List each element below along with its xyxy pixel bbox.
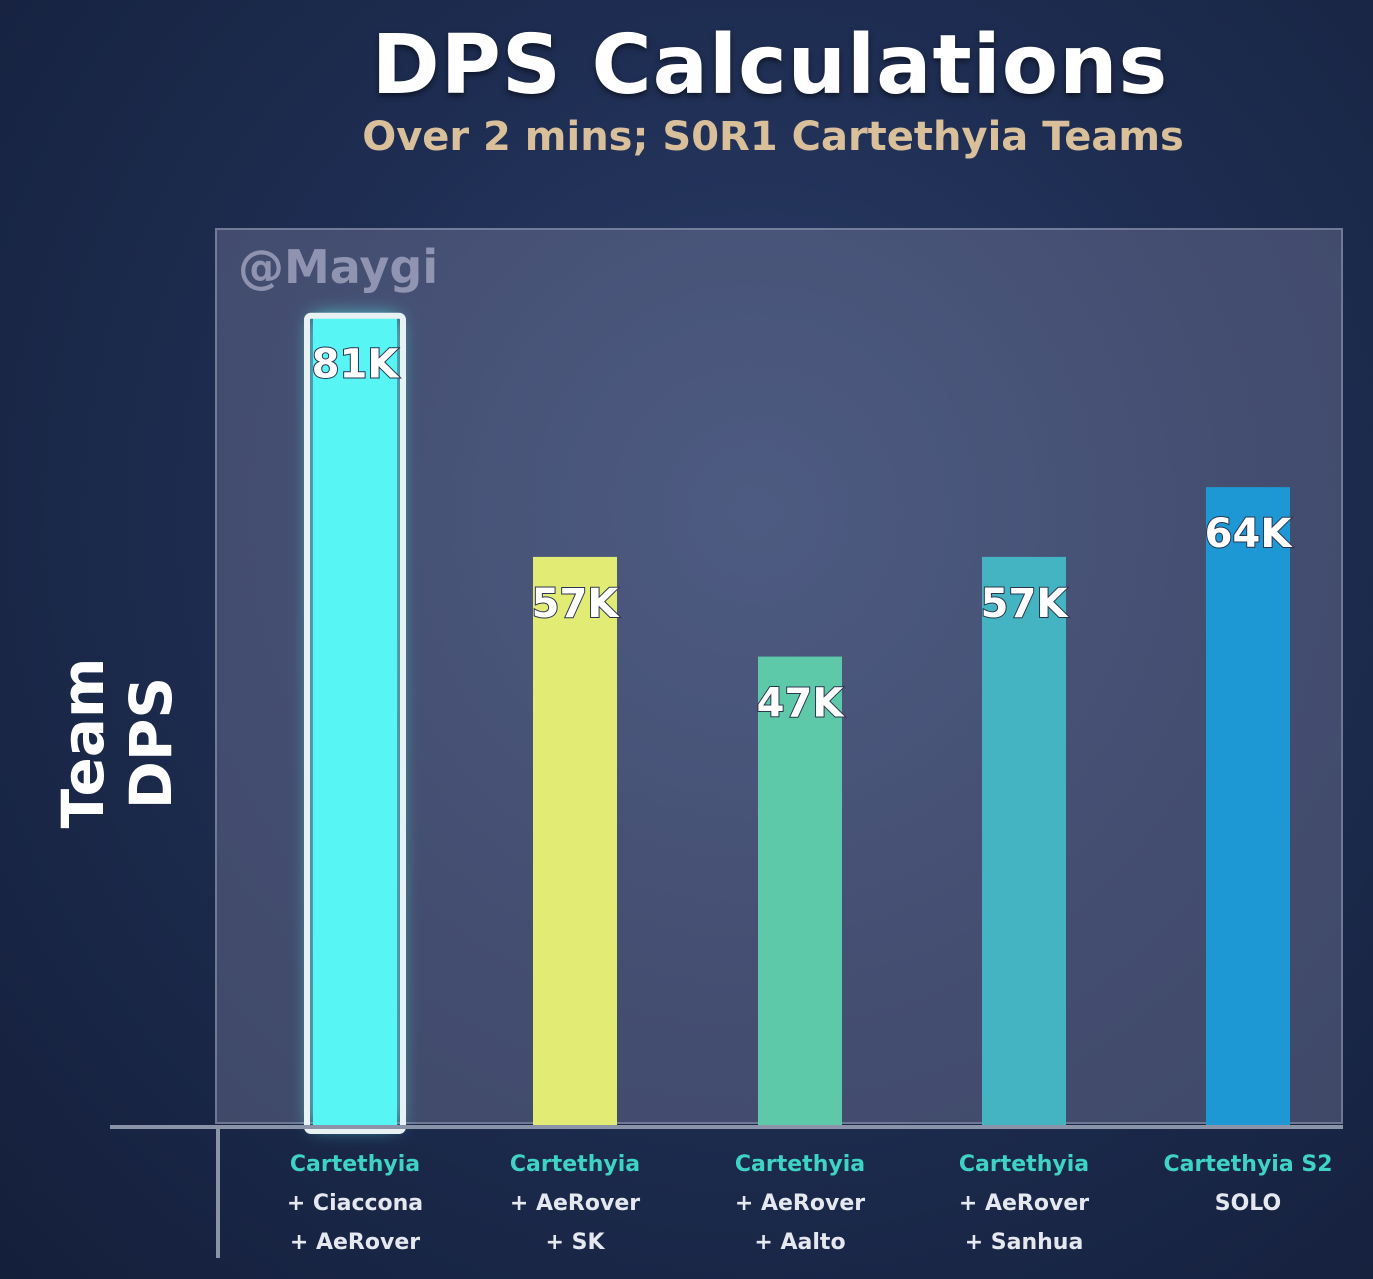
x-axis-labels: Cartethyia + Ciaccona + AeRover Cartethyia +… bbox=[0, 1145, 1373, 1275]
x-tick-label-line-3 bbox=[1138, 1223, 1358, 1262]
bar-3 bbox=[758, 656, 842, 1125]
data-label-4: 57K bbox=[981, 581, 1070, 627]
chart-title: DPS Calculations bbox=[371, 18, 1169, 113]
x-tick-label-line-3: + AeRover bbox=[289, 1230, 421, 1255]
x-tick-label-5: Cartethyia S2 SOLO bbox=[1138, 1145, 1358, 1262]
data-label-2: 57K bbox=[532, 581, 621, 627]
chart-subtitle: Over 2 mins; S0R1 Cartethyia Teams bbox=[362, 114, 1184, 160]
data-label-3: 47K bbox=[757, 681, 846, 727]
x-tick-label-line-1: Cartethyia S2 bbox=[1163, 1152, 1333, 1177]
x-tick-label-line-1: Cartethyia bbox=[958, 1152, 1090, 1177]
data-label-5: 64K bbox=[1205, 511, 1294, 557]
x-tick-label-2: Cartethyia + AeRover + SK bbox=[465, 1145, 685, 1262]
bar-highlight-outline bbox=[304, 312, 406, 1134]
x-tick-label-line-2: + AeRover bbox=[734, 1191, 866, 1216]
x-tick-label-line-3: + Sanhua bbox=[964, 1230, 1084, 1255]
x-tick-label-line-2: + AeRover bbox=[509, 1191, 641, 1216]
x-tick-label-1: Cartethyia + Ciaccona + AeRover bbox=[245, 1145, 465, 1262]
data-label-1: 81K bbox=[312, 342, 401, 388]
watermark: @Maygi bbox=[238, 240, 439, 294]
x-tick-label-line-2: SOLO bbox=[1214, 1191, 1282, 1216]
x-tick-label-line-2: + AeRover bbox=[958, 1191, 1090, 1216]
x-tick-label-line-1: Cartethyia bbox=[734, 1152, 866, 1177]
x-tick-label-line-3: + Aalto bbox=[754, 1230, 846, 1255]
x-tick-label-line-3: + SK bbox=[545, 1230, 605, 1255]
bar-5 bbox=[1206, 487, 1290, 1126]
x-tick-label-line-1: Cartethyia bbox=[509, 1152, 641, 1177]
x-tick-label-4: Cartethyia + AeRover + Sanhua bbox=[914, 1145, 1134, 1262]
bar-2 bbox=[533, 556, 617, 1125]
x-tick-label-3: Cartethyia + AeRover + Aalto bbox=[690, 1145, 910, 1262]
bar-4 bbox=[982, 556, 1066, 1125]
x-tick-label-line-1: Cartethyia bbox=[289, 1152, 421, 1177]
bar-1 bbox=[313, 317, 397, 1125]
x-tick-label-line-2: + Ciaccona bbox=[286, 1191, 424, 1216]
